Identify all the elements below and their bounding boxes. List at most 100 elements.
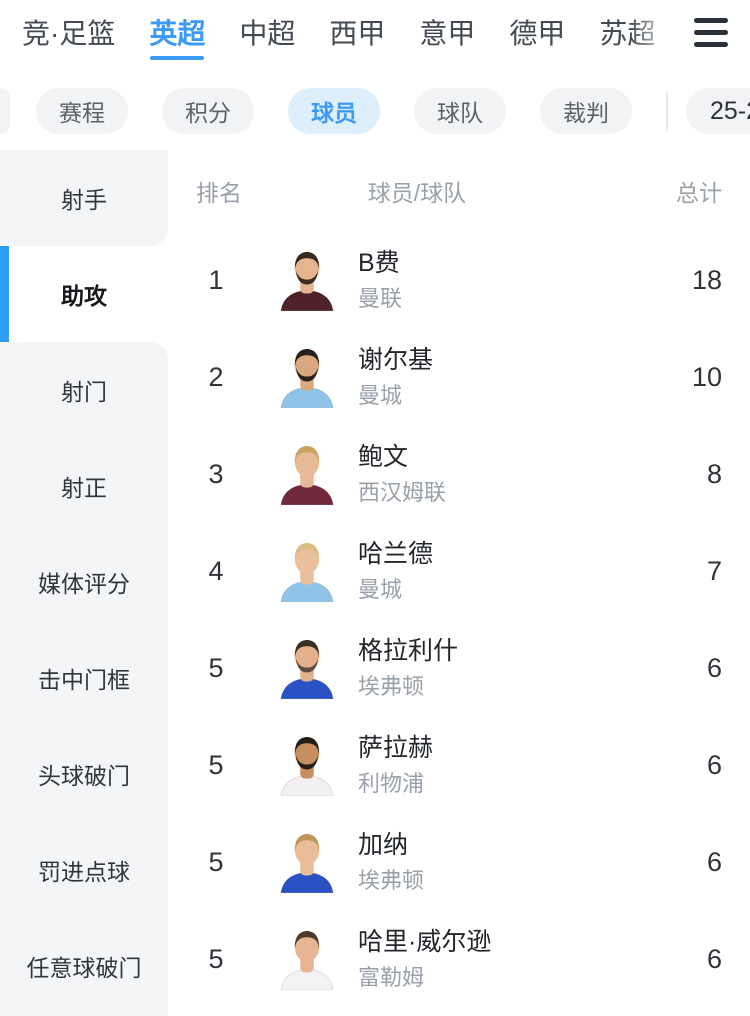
avatar-jersey (280, 872, 334, 894)
league-tabs: 竞·足篮 英超 中超 西甲 意甲 德甲 苏超 (22, 12, 655, 60)
sidebar-item-shots-on-target[interactable]: 射正 (0, 438, 168, 534)
player-avatar (280, 349, 334, 409)
avatar-hair (294, 252, 320, 271)
sidebar-item-woodwork[interactable]: 击中门框 (0, 630, 168, 726)
player-avatar (280, 640, 334, 700)
player-avatar (280, 446, 334, 506)
sidebar-item-shots[interactable]: 射门 (0, 342, 168, 438)
avatar-face (294, 351, 320, 381)
avatar-face (294, 933, 320, 963)
sidebar-item-headed-goals[interactable]: 头球破门 (0, 726, 168, 822)
avatar-jersey (280, 387, 334, 409)
player-team: 西汉姆联 (358, 480, 447, 506)
player-avatar (280, 543, 334, 603)
stats-sidebar: 射手 助攻 射门 射正 媒体评分 击中门框 头球破门 罚进点球 任意球破门 (0, 150, 168, 1016)
avatar-hair (294, 737, 320, 756)
rank-value: 5 (208, 944, 224, 974)
rank-value: 2 (208, 362, 224, 392)
avatar-hair (294, 543, 320, 562)
header-player: 球员/球队 (367, 180, 467, 206)
avatar-hair (294, 446, 320, 465)
table-row[interactable]: 3 鲍文 西汉姆联 8 (168, 426, 750, 523)
avatar-face (294, 254, 320, 284)
total-value: 6 (706, 653, 722, 683)
chip-referees[interactable]: 裁判 (540, 88, 632, 134)
player-avatar (280, 834, 334, 894)
table-row[interactable]: 4 哈兰德 曼城 7 (168, 523, 750, 620)
avatar-hair (294, 349, 320, 368)
sidebar-item-penalties-scored[interactable]: 罚进点球 (0, 822, 168, 918)
player-team: 富勒姆 (358, 965, 425, 991)
rank-value: 5 (208, 847, 224, 877)
sidebar-item-freekick-goals[interactable]: 任意球破门 (0, 918, 168, 1014)
rank-value: 3 (208, 459, 224, 489)
nav-tab-seriea[interactable]: 意甲 (419, 18, 476, 49)
avatar-jersey (280, 969, 334, 991)
season-selector[interactable]: 25-26 (686, 88, 750, 134)
header-total: 总计 (676, 180, 722, 206)
player-name: 格拉利什 (358, 637, 459, 666)
player-team: 曼城 (358, 577, 403, 603)
rank-value: 5 (208, 653, 224, 683)
avatar-beard (295, 658, 319, 673)
table-row[interactable]: 5 格拉利什 埃弗顿 6 (168, 620, 750, 717)
player-team: 埃弗顿 (358, 674, 425, 700)
nav-menu-area (630, 0, 750, 64)
nav-tab-bundesliga[interactable]: 德甲 (509, 18, 566, 49)
avatar-hair (294, 931, 320, 950)
avatar-jersey (280, 775, 334, 797)
total-value: 6 (706, 847, 722, 877)
avatar-face (294, 448, 320, 478)
header-rank: 排名 (196, 180, 242, 206)
hamburger-menu-icon[interactable] (694, 17, 728, 47)
rank-value: 5 (208, 750, 224, 780)
season-label: 25-26 (710, 96, 750, 125)
player-name: 加纳 (358, 831, 409, 860)
chip-partial-left[interactable] (0, 88, 10, 134)
leaderboard: 排名 球员/球队 总计 1 B费 曼联 18 (168, 150, 750, 1016)
sidebar-item-assists[interactable]: 助攻 (0, 246, 168, 342)
table-row[interactable]: 5 加纳 埃弗顿 6 (168, 814, 750, 911)
avatar-face (294, 642, 320, 672)
player-name: 哈里·威尔逊 (358, 928, 492, 957)
total-value: 6 (706, 944, 722, 974)
sidebar-item-goals[interactable]: 射手 (0, 150, 168, 246)
chip-teams[interactable]: 球队 (414, 88, 506, 134)
player-team: 曼联 (358, 286, 403, 312)
player-avatar (280, 931, 334, 991)
total-value: 8 (706, 459, 722, 489)
rank-value: 1 (208, 265, 224, 295)
player-name: B费 (358, 249, 400, 278)
chip-standings[interactable]: 积分 (162, 88, 254, 134)
avatar-jersey (280, 678, 334, 700)
chips-divider (666, 91, 668, 131)
total-value: 18 (691, 265, 722, 295)
avatar-face (294, 545, 320, 575)
avatar-jersey (280, 581, 334, 603)
avatar-hair (294, 640, 320, 659)
nav-tab-csl[interactable]: 中超 (239, 18, 296, 49)
avatar-hair (294, 834, 320, 853)
avatar-beard (295, 367, 319, 382)
avatar-face (294, 836, 320, 866)
player-name: 哈兰德 (358, 540, 434, 569)
chip-schedule[interactable]: 赛程 (36, 88, 128, 134)
nav-tab-premier-league[interactable]: 英超 (149, 12, 205, 60)
player-avatar (280, 737, 334, 797)
nav-tab-jingzulan[interactable]: 竞·足篮 (22, 18, 116, 49)
player-team: 曼城 (358, 383, 403, 409)
nav-tab-laliga[interactable]: 西甲 (329, 18, 386, 49)
table-row[interactable]: 1 B费 曼联 18 (168, 232, 750, 329)
avatar-face (294, 739, 320, 769)
sidebar-item-media-rating[interactable]: 媒体评分 (0, 534, 168, 630)
avatar-jersey (280, 484, 334, 506)
player-name: 鲍文 (358, 443, 409, 472)
player-team: 利物浦 (358, 771, 425, 797)
table-row[interactable]: 2 谢尔基 曼城 10 (168, 329, 750, 426)
filter-chips-row: 赛程 积分 球员 球队 裁判 25-26 (0, 88, 750, 134)
table-row[interactable]: 5 萨拉赫 利物浦 6 (168, 717, 750, 814)
player-name: 萨拉赫 (358, 734, 434, 763)
table-row[interactable]: 5 哈里·威尔逊 富勒姆 6 (168, 911, 750, 1008)
chip-players[interactable]: 球员 (288, 88, 380, 134)
avatar-beard (295, 270, 319, 285)
